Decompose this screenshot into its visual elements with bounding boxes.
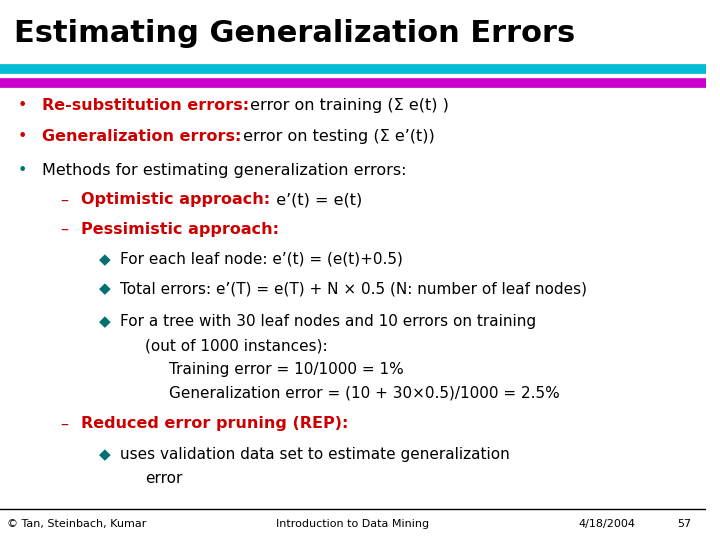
Text: Re-substitution errors:: Re-substitution errors: xyxy=(42,98,249,113)
Text: •: • xyxy=(17,98,27,113)
Text: Generalization error = (10 + 30×0.5)/1000 = 2.5%: Generalization error = (10 + 30×0.5)/100… xyxy=(169,386,560,401)
Text: 57: 57 xyxy=(678,519,691,529)
Text: Generalization errors:: Generalization errors: xyxy=(42,129,242,144)
Text: Introduction to Data Mining: Introduction to Data Mining xyxy=(276,519,429,529)
Text: e’(t) = e(t): e’(t) = e(t) xyxy=(266,192,363,207)
Text: error: error xyxy=(145,471,182,487)
Text: ◆: ◆ xyxy=(99,252,111,267)
Text: For a tree with 30 leaf nodes and 10 errors on training: For a tree with 30 leaf nodes and 10 err… xyxy=(120,314,536,329)
Text: –: – xyxy=(60,192,68,207)
Text: Total errors: e’(T) = e(T) + N × 0.5 (N: number of leaf nodes): Total errors: e’(T) = e(T) + N × 0.5 (N:… xyxy=(120,281,587,296)
Text: uses validation data set to estimate generalization: uses validation data set to estimate gen… xyxy=(120,447,510,462)
Text: ◆: ◆ xyxy=(99,447,111,462)
Text: –: – xyxy=(60,222,68,237)
Text: ◆: ◆ xyxy=(99,281,111,296)
Text: error on training (Σ e(t) ): error on training (Σ e(t) ) xyxy=(246,98,449,113)
Text: Estimating Generalization Errors: Estimating Generalization Errors xyxy=(14,19,575,48)
Text: Pessimistic approach:: Pessimistic approach: xyxy=(81,222,279,237)
Text: Reduced error pruning (REP):: Reduced error pruning (REP): xyxy=(81,416,348,431)
Text: 4/18/2004: 4/18/2004 xyxy=(579,519,636,529)
Text: Optimistic approach:: Optimistic approach: xyxy=(81,192,270,207)
Text: (out of 1000 instances):: (out of 1000 instances): xyxy=(145,338,328,353)
Text: •: • xyxy=(17,129,27,144)
Text: For each leaf node: e’(t) = (e(t)+0.5): For each leaf node: e’(t) = (e(t)+0.5) xyxy=(120,252,402,267)
Text: © Tan, Steinbach, Kumar: © Tan, Steinbach, Kumar xyxy=(7,519,146,529)
Text: ◆: ◆ xyxy=(99,314,111,329)
Text: Training error = 10/1000 = 1%: Training error = 10/1000 = 1% xyxy=(169,362,404,377)
Text: •: • xyxy=(17,163,27,178)
Text: –: – xyxy=(60,416,68,431)
Text: error on testing (Σ e’(t)): error on testing (Σ e’(t)) xyxy=(238,129,434,144)
Text: Methods for estimating generalization errors:: Methods for estimating generalization er… xyxy=(42,163,407,178)
